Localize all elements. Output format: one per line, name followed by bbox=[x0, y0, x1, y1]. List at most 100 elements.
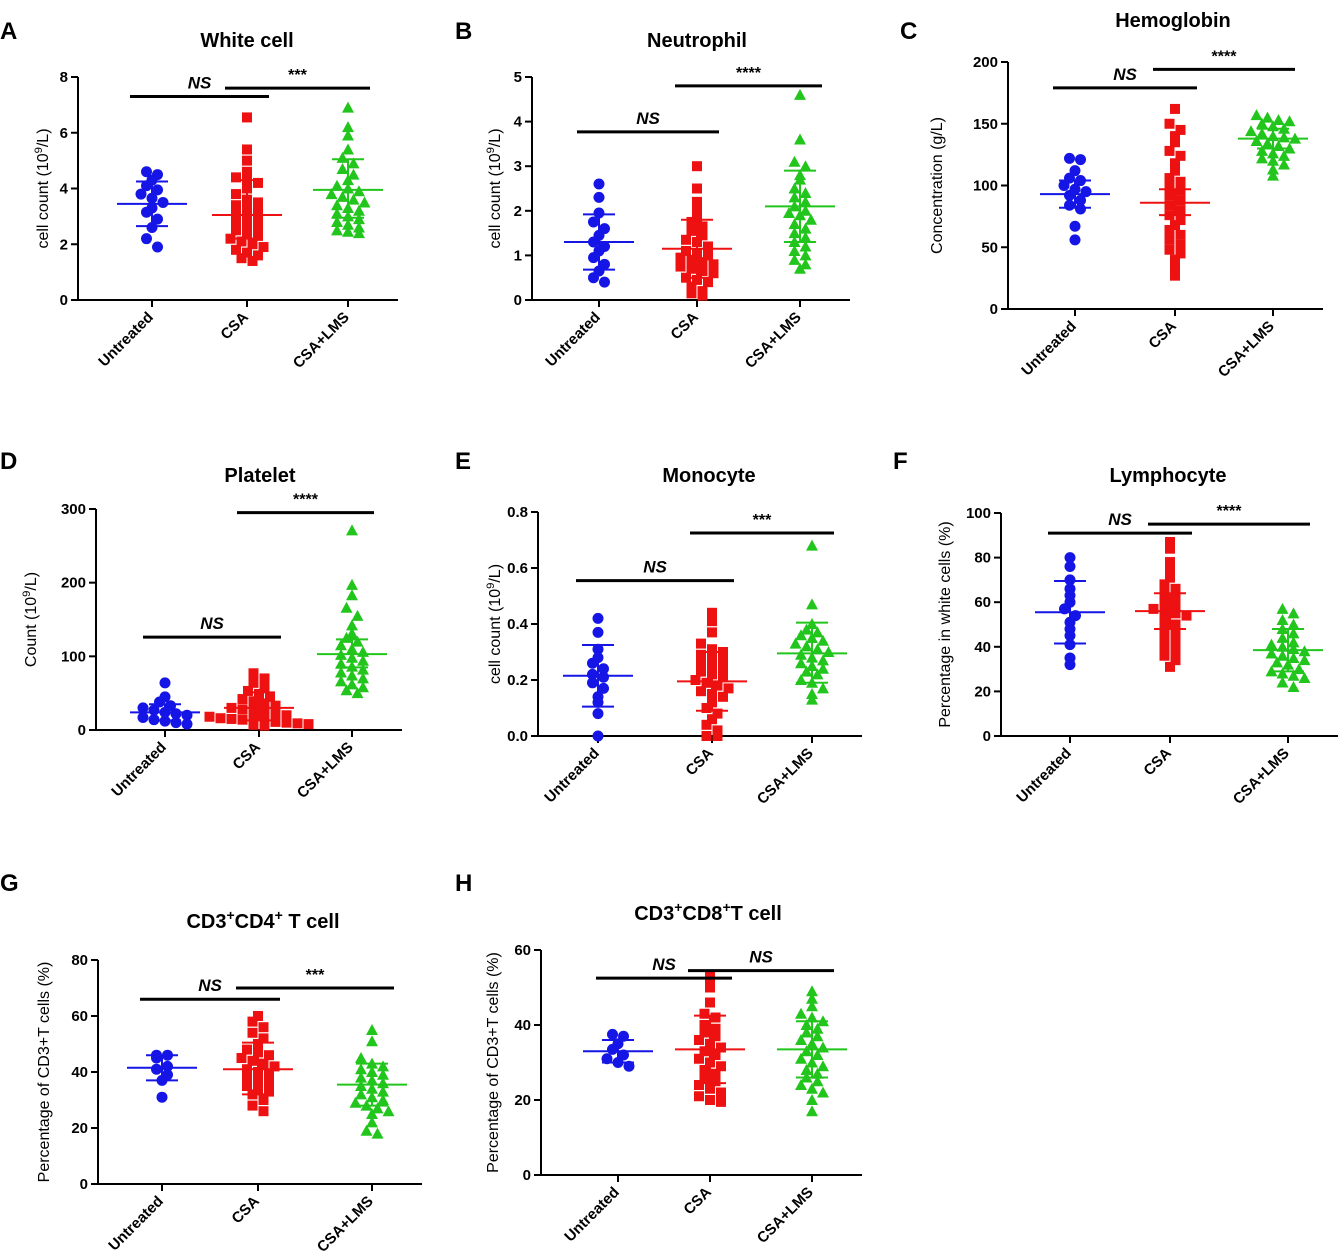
panel-f: F Lymphocyte 0 20 40 60 80 100 Percentage in whi… bbox=[893, 448, 1338, 808]
significance-label: NS bbox=[198, 976, 222, 995]
data-point bbox=[1170, 583, 1181, 594]
data-point bbox=[377, 1094, 389, 1105]
data-point bbox=[1165, 536, 1175, 547]
data-point bbox=[1267, 147, 1279, 159]
data-point bbox=[806, 1105, 818, 1117]
panel-b: B Neutrophil 0 1 2 3 4 5 cell count (109/L) Untre… bbox=[455, 18, 850, 372]
data-point bbox=[303, 719, 314, 730]
data-point bbox=[335, 639, 347, 651]
panel-d: D Platelet 0 100 200 300 Count (109/L) Untreate… bbox=[0, 448, 402, 802]
data-point bbox=[783, 207, 795, 219]
data-point bbox=[1287, 669, 1300, 681]
data-point bbox=[1261, 137, 1274, 149]
data-point bbox=[1267, 169, 1279, 181]
series-untreated bbox=[1035, 552, 1105, 671]
y-tick-label: 0.0 bbox=[507, 728, 528, 745]
data-point bbox=[1276, 631, 1289, 643]
data-point bbox=[258, 1095, 269, 1105]
data-point bbox=[697, 266, 708, 277]
panel-g: G CD3+CD4+ T cell 0 20 40 60 80 Percentage of C… bbox=[0, 870, 422, 1256]
data-point bbox=[1170, 158, 1180, 169]
data-point bbox=[1069, 234, 1081, 246]
data-point bbox=[371, 1102, 384, 1114]
data-point bbox=[152, 213, 163, 225]
data-point bbox=[281, 710, 292, 721]
data-point bbox=[151, 1063, 162, 1075]
data-point bbox=[357, 681, 369, 693]
data-point bbox=[270, 708, 281, 719]
significance-label: *** bbox=[288, 67, 307, 84]
data-point bbox=[716, 1087, 726, 1098]
data-point bbox=[788, 244, 801, 256]
data-point bbox=[1170, 103, 1180, 114]
chart-title: Lymphocyte bbox=[1109, 465, 1226, 487]
y-tick-label: 100 bbox=[966, 505, 991, 522]
data-point bbox=[331, 199, 343, 211]
data-point bbox=[231, 225, 241, 236]
data-point bbox=[789, 637, 802, 649]
data-point bbox=[152, 241, 163, 253]
data-point bbox=[1170, 165, 1180, 176]
data-point bbox=[705, 997, 715, 1008]
data-point bbox=[800, 1019, 813, 1030]
data-point bbox=[259, 673, 270, 684]
data-point bbox=[1170, 254, 1180, 265]
data-point bbox=[817, 654, 829, 666]
series-csa bbox=[1140, 103, 1210, 281]
data-point bbox=[718, 691, 728, 702]
data-point bbox=[357, 654, 369, 666]
x-tick-label: CSA bbox=[228, 1193, 263, 1228]
x-tick-label: CSA+LMS bbox=[754, 1184, 817, 1247]
data-point bbox=[593, 178, 605, 190]
data-point bbox=[347, 193, 360, 205]
panel-letter: E bbox=[455, 448, 471, 475]
y-tick-label: 20 bbox=[974, 683, 991, 700]
data-point bbox=[237, 704, 248, 715]
data-point bbox=[231, 172, 241, 183]
data-point bbox=[248, 668, 259, 679]
y-tick-label: 20 bbox=[514, 1092, 531, 1109]
series-csa bbox=[212, 112, 282, 266]
data-point bbox=[259, 707, 270, 718]
data-point bbox=[226, 713, 237, 724]
x-tick-label: CSA bbox=[667, 309, 702, 344]
y-axis-label: Percentage in white cells (%) bbox=[937, 521, 954, 727]
data-point bbox=[358, 196, 371, 208]
series-csa_lms bbox=[765, 88, 835, 274]
data-point bbox=[355, 1063, 367, 1075]
data-point bbox=[806, 1094, 818, 1105]
data-point bbox=[215, 713, 226, 724]
series-csa_lms bbox=[1238, 109, 1308, 181]
data-point bbox=[806, 598, 818, 610]
data-point bbox=[806, 693, 818, 705]
chart-title: CD3+CD4+ T cell bbox=[186, 907, 339, 933]
data-point bbox=[371, 1127, 384, 1139]
y-tick-label: 100 bbox=[973, 178, 998, 195]
data-point bbox=[699, 1072, 710, 1083]
data-point bbox=[231, 216, 241, 227]
data-point bbox=[253, 222, 263, 233]
data-point bbox=[694, 1080, 704, 1090]
data-point bbox=[247, 255, 258, 266]
data-point bbox=[686, 288, 697, 299]
data-point bbox=[1170, 131, 1180, 142]
y-tick-label: 8 bbox=[60, 69, 68, 86]
y-tick-label: 6 bbox=[60, 125, 68, 142]
y-tick-label: 60 bbox=[974, 594, 991, 611]
data-point bbox=[242, 1081, 252, 1091]
y-tick-label: 20 bbox=[71, 1120, 88, 1137]
data-point bbox=[1164, 145, 1175, 156]
data-point bbox=[181, 718, 193, 730]
data-point bbox=[1175, 215, 1186, 226]
data-point bbox=[587, 657, 598, 669]
data-point bbox=[366, 1108, 378, 1119]
data-point bbox=[366, 1035, 378, 1047]
data-point bbox=[346, 669, 358, 681]
data-point bbox=[1298, 672, 1311, 684]
data-point bbox=[817, 1060, 829, 1072]
data-point bbox=[357, 663, 369, 675]
data-point bbox=[1271, 656, 1283, 668]
x-tick-label: CSA+LMS bbox=[1215, 318, 1278, 381]
data-point bbox=[697, 221, 708, 232]
data-point bbox=[697, 230, 708, 241]
